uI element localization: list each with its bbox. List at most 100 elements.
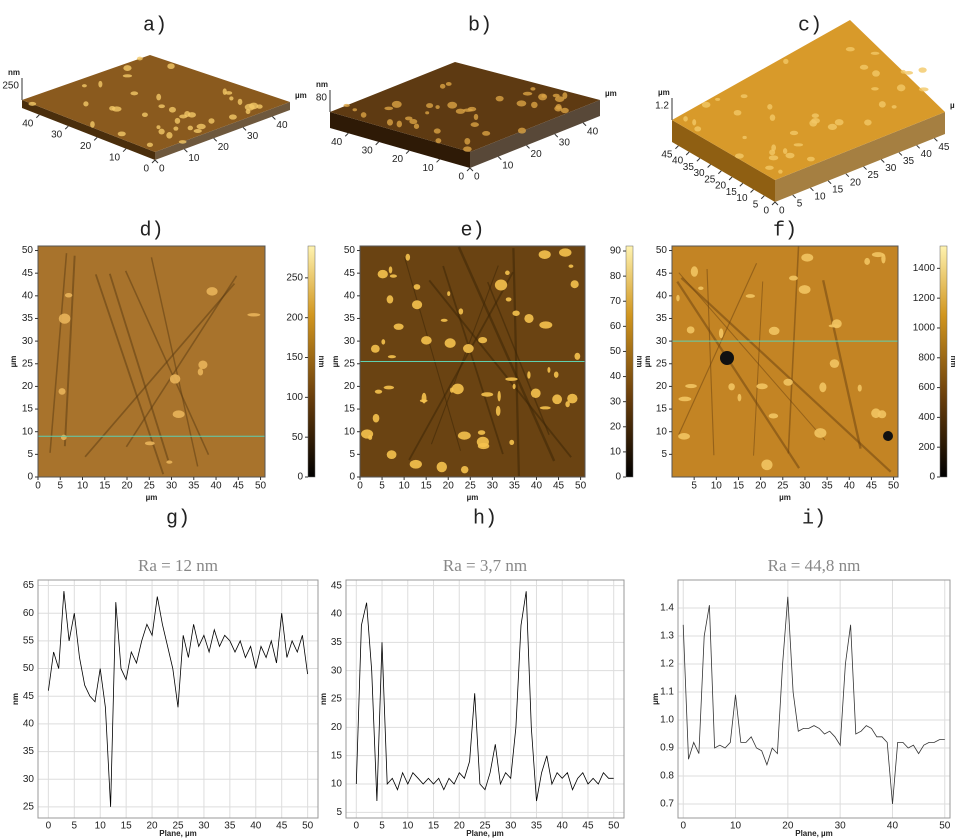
x-tick-label: 50 <box>888 481 900 492</box>
map-feature <box>495 279 507 290</box>
surface-feature <box>130 91 138 95</box>
y-tick-label: 5 <box>753 199 759 210</box>
surface-feature <box>496 96 504 102</box>
x-tick-label: 5 <box>797 199 803 210</box>
map-feature <box>552 394 562 404</box>
map-feature <box>387 450 397 459</box>
x-tick-label: 40 <box>921 149 933 160</box>
surface-feature <box>734 110 742 116</box>
x-tick <box>498 157 501 160</box>
map-feature <box>814 428 826 438</box>
y-axis-label: µm <box>331 356 340 368</box>
map-feature <box>390 274 397 277</box>
surface-feature <box>156 94 161 101</box>
map-feature <box>437 462 447 472</box>
y-tick-label: 1.2 <box>660 659 674 670</box>
surface-feature <box>188 126 193 131</box>
surface-feature <box>158 129 164 135</box>
y-tick-label: 35 <box>344 313 356 324</box>
surface-feature <box>769 155 779 160</box>
x-tick-label: 10 <box>402 821 414 832</box>
panel-label: f) <box>773 219 797 242</box>
x-tick-label: 30 <box>885 163 897 174</box>
surface-feature <box>809 120 817 127</box>
map-feature <box>361 429 373 438</box>
x-tick-label: 30 <box>166 481 178 492</box>
x-tick-label: 0 <box>474 172 480 183</box>
x-tick-label: 30 <box>505 821 517 832</box>
map-feature <box>452 384 464 395</box>
y-tick-label: 20 <box>80 141 92 152</box>
surface-feature <box>879 101 886 107</box>
surface-feature <box>556 104 562 110</box>
y-tick-label: 40 <box>672 156 684 167</box>
map-feature <box>783 379 792 386</box>
y-tick-label: 20 <box>344 381 356 392</box>
map-feature <box>685 384 697 388</box>
colorbar-tick-label: 90 <box>610 246 622 257</box>
surface-feature <box>123 74 132 77</box>
x-tick <box>917 145 920 148</box>
y-tick-label: 35 <box>331 637 343 648</box>
surface-feature <box>98 81 102 88</box>
surface-feature <box>794 143 803 146</box>
surface-feature <box>783 148 787 154</box>
y-tick <box>437 159 440 162</box>
y-tick-label: 30 <box>23 774 35 785</box>
x-tick-label: 20 <box>443 481 455 492</box>
y-tick-label: 30 <box>362 146 374 157</box>
xy-unit: µm <box>605 89 617 98</box>
y-tick-label: 40 <box>331 609 343 620</box>
panel-label: g) <box>166 507 190 530</box>
surface-feature <box>482 131 490 136</box>
surface-feature <box>175 118 180 124</box>
surface-feature <box>414 124 419 129</box>
map-feature <box>539 321 552 328</box>
colorbar-tick-label: 0 <box>929 472 935 483</box>
map-feature <box>871 408 881 418</box>
x-tick-label: 30 <box>198 821 210 832</box>
x-tick <box>272 117 275 120</box>
x-tick-label: 20 <box>218 142 230 153</box>
y-tick <box>740 183 743 186</box>
y-tick-label: 45 <box>22 268 34 279</box>
x-tick-label: 10 <box>814 191 826 202</box>
map-feature <box>481 392 493 396</box>
map-feature <box>789 276 798 281</box>
y-tick-label: 25 <box>22 358 34 369</box>
surface-feature <box>158 104 165 108</box>
map-feature <box>678 433 690 440</box>
y-tick-label: 40 <box>656 290 668 301</box>
x-tick-label: 10 <box>730 821 742 832</box>
map-feature <box>389 266 393 273</box>
surface-feature <box>166 132 172 139</box>
map-feature <box>746 294 755 298</box>
map-feature <box>207 287 218 295</box>
colorbar-tick-label: 50 <box>610 346 622 357</box>
y-tick-label: 5 <box>27 449 33 460</box>
y-tick-label: 45 <box>656 268 668 279</box>
surface-feature <box>538 93 547 100</box>
x-tick-label: 30 <box>799 481 811 492</box>
y-tick-label: 40 <box>23 719 35 730</box>
x-tick-label: 45 <box>866 481 878 492</box>
surface-feature <box>517 100 527 106</box>
map-feature <box>691 266 698 276</box>
x-tick-label: 30 <box>487 481 499 492</box>
map-feature <box>198 368 203 375</box>
map-feature <box>540 406 551 409</box>
colorbar-tick-label: 20 <box>610 421 622 432</box>
colorbar-tick-label: 250 <box>286 273 303 284</box>
x-tick-label: 20 <box>755 481 767 492</box>
x-tick-label: 20 <box>121 481 133 492</box>
y-tick-label: 25 <box>23 802 35 813</box>
surface-feature <box>361 112 367 118</box>
x-tick-label: 40 <box>210 481 222 492</box>
surface-feature <box>464 138 470 145</box>
surface-feature <box>531 102 538 108</box>
x-tick-label: 50 <box>939 821 951 832</box>
y-tick-label: 30 <box>694 168 706 179</box>
surface-feature <box>397 121 402 128</box>
colorbar-tick-label: 40 <box>610 371 622 382</box>
colorbar-tick-label: 150 <box>286 352 303 363</box>
